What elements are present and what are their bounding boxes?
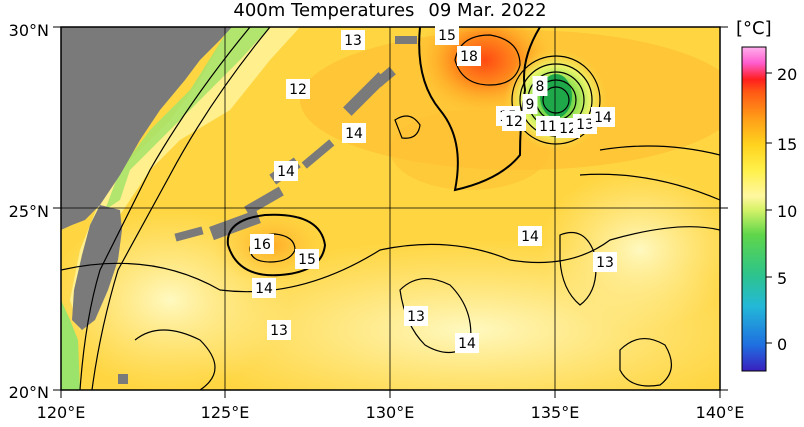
colorbar-unit: [°C]: [736, 18, 772, 39]
axis-ticks: [53, 26, 728, 398]
colorbar-tick-15: 15: [777, 135, 797, 154]
contour-label: 14: [594, 110, 612, 126]
contour-label: 8: [536, 79, 545, 95]
contour-label: 11: [539, 119, 557, 135]
contour-label-box: [457, 46, 481, 66]
contour-label: 14: [277, 164, 295, 180]
lon-label-135: 135°E: [531, 403, 580, 422]
colorbar: [741, 46, 767, 372]
title-field: 400m Temperatures: [233, 0, 415, 21]
land-taiwan: [72, 205, 122, 330]
contour-label-box: [404, 306, 428, 326]
contour-label: 14: [521, 229, 539, 245]
contour-label: 13: [344, 33, 362, 49]
contour-label: 14: [255, 281, 273, 297]
contour-label: 13: [407, 309, 425, 325]
land-islet: [118, 374, 128, 384]
contour-label-box: [252, 278, 276, 298]
contour-label-box: [532, 76, 548, 96]
contour-label: 18: [460, 49, 478, 65]
contour-label-box: [593, 252, 617, 272]
contour-label: 16: [253, 237, 271, 253]
map-field: [61, 27, 720, 390]
contour-label: 13: [576, 117, 594, 133]
contour-label-box: [536, 116, 560, 136]
land-china: [61, 27, 232, 230]
graticule: [61, 27, 720, 390]
map-title: 400m Temperatures 09 Mar. 2022: [0, 0, 780, 22]
lon-label-140: 140°E: [696, 403, 745, 422]
contour-label: 12: [505, 114, 523, 130]
lat-label-25: 25°N: [9, 202, 49, 221]
contour-label-box: [250, 234, 274, 254]
contour-label-box: [267, 320, 291, 340]
lon-label-130: 130°E: [366, 403, 415, 422]
contour-label-box: [591, 107, 615, 127]
lon-label-125: 125°E: [201, 403, 250, 422]
contour-label: 12: [559, 121, 577, 137]
contour-label-box: [286, 79, 310, 99]
contour-label-box: [342, 123, 366, 143]
colorbar-tick-5: 5: [777, 269, 787, 288]
lat-label-20: 20°N: [9, 383, 49, 402]
lat-label-30: 30°N: [9, 21, 49, 40]
contour-label-box: [518, 226, 542, 246]
coastal-cool-strip: [61, 300, 80, 390]
contour-label-box: [274, 161, 298, 181]
cold-eddy-core: [540, 74, 572, 118]
contour-label: 14: [458, 336, 476, 352]
contour-label-box: [522, 94, 538, 114]
contour-label-box: [341, 30, 365, 50]
colorbar-tick-20: 20: [777, 65, 797, 84]
colorbar-tick-10: 10: [777, 202, 797, 221]
contour-label: 15: [298, 252, 316, 268]
contour-label: 15: [438, 28, 456, 44]
contour-label-box: [295, 249, 319, 269]
contour-label: 13: [596, 255, 614, 271]
lon-label-120: 120°E: [37, 403, 86, 422]
contour-label: 12: [289, 82, 307, 98]
contour-label-box: [502, 111, 526, 131]
contour-label: 13: [270, 323, 288, 339]
title-date: 09 Mar. 2022: [428, 0, 547, 21]
contour-labels: 1315181289151211121314141416151414131313…: [250, 25, 617, 353]
contour-label-box: [455, 333, 479, 353]
contour-label: 9: [526, 97, 535, 113]
colorbar-tick-0: 0: [777, 335, 787, 354]
shelf-green: [105, 27, 270, 210]
colorbar-ticks: [766, 72, 772, 344]
contour-label: 14: [345, 126, 363, 142]
contour-label-box: [435, 25, 459, 45]
pale-east: [540, 170, 720, 330]
